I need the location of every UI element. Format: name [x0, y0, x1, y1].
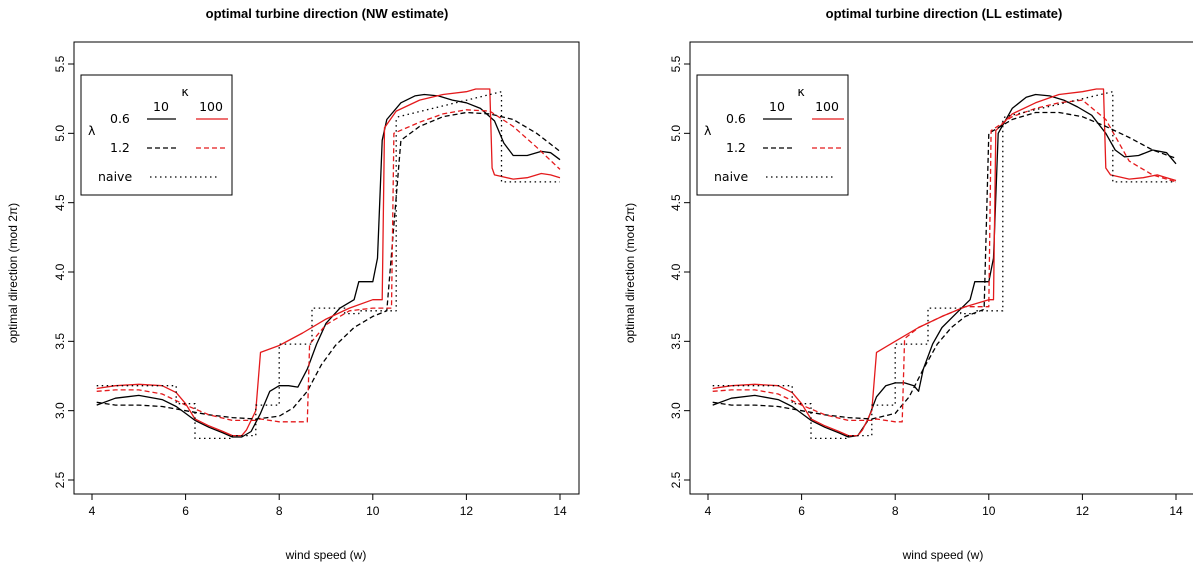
x-tick-label: 4 — [705, 504, 712, 518]
x-tick-label: 10 — [366, 504, 380, 518]
legend-kappa-100: 100 — [815, 99, 839, 114]
chart-panel-ll: optimal turbine direction (LL estimate) … — [623, 6, 1193, 562]
legend-row-1.2: 1.2 — [726, 140, 746, 155]
x-tick-label: 14 — [1169, 504, 1183, 518]
legend-kappa-10: 10 — [769, 99, 785, 114]
x-axis-label: wind speed (w) — [902, 548, 984, 562]
plot-frame — [73, 41, 580, 495]
x-tick-label: 8 — [892, 504, 899, 518]
series-line-l06_k10 — [712, 93, 1177, 438]
y-tick-label: 4.5 — [669, 194, 683, 211]
legend-box — [80, 74, 233, 196]
legend-row-0.6: 0.6 — [110, 111, 130, 126]
legend-lambda-symbol: λ — [704, 123, 712, 138]
series-line-l06_k100 — [712, 88, 1177, 437]
legend-kappa-symbol: κ — [181, 84, 189, 99]
legend-row-naive: naive — [98, 169, 132, 184]
y-tick-label: 3.5 — [669, 333, 683, 350]
legend-row-0.6: 0.6 — [726, 111, 746, 126]
y-tick-label: 4.5 — [53, 194, 67, 211]
y-tick-label: 5.5 — [669, 55, 683, 72]
x-tick-label: 8 — [276, 504, 283, 518]
plot-area — [712, 88, 1177, 440]
y-axis: 2.5 3.0 3.5 4.0 4.5 5.0 5.5 — [669, 55, 691, 488]
y-axis-label: optimal direction (mod 2π) — [6, 203, 20, 343]
legend-row-1.2: 1.2 — [110, 140, 130, 155]
legend-kappa-100: 100 — [199, 99, 223, 114]
legend-kappa-10: 10 — [153, 99, 169, 114]
y-tick-label: 3.5 — [53, 333, 67, 350]
x-tick-label: 10 — [982, 504, 996, 518]
x-axis-label: wind speed (w) — [285, 548, 367, 562]
y-tick-label: 3.0 — [53, 402, 67, 419]
x-tick-label: 12 — [460, 504, 474, 518]
y-tick-label: 2.5 — [53, 471, 67, 488]
series-line-l12_k10 — [712, 111, 1177, 420]
y-axis: 2.5 3.0 3.5 4.0 4.5 5.0 5.5 — [53, 55, 75, 488]
series-line-l12_k100 — [712, 99, 1177, 423]
y-axis-label: optimal direction (mod 2π) — [623, 203, 637, 343]
x-axis: 4 6 8 10 12 14 — [705, 493, 1183, 518]
y-tick-label: 5.5 — [53, 55, 67, 72]
x-tick-label: 12 — [1076, 504, 1090, 518]
legend-kappa-symbol: κ — [797, 84, 805, 99]
y-tick-label: 3.0 — [669, 402, 683, 419]
y-tick-label: 5.0 — [53, 125, 67, 142]
chart-panel-nw: optimal turbine direction (NW estimate) … — [6, 6, 580, 562]
legend: κ 10 100 λ 0.6 1.2 naive — [696, 74, 849, 196]
x-tick-label: 6 — [182, 504, 189, 518]
legend-row-naive: naive — [714, 169, 748, 184]
y-tick-label: 4.0 — [53, 263, 67, 280]
y-tick-label: 2.5 — [669, 471, 683, 488]
x-tick-label: 14 — [553, 504, 567, 518]
legend-box — [696, 74, 849, 196]
plot-frame — [689, 41, 1193, 495]
series-line-l12_k10 — [96, 111, 561, 420]
y-tick-label: 4.0 — [669, 263, 683, 280]
chart-title: optimal turbine direction (NW estimate) — [206, 6, 449, 21]
y-tick-label: 5.0 — [669, 125, 683, 142]
x-axis: 4 6 8 10 12 14 — [89, 493, 567, 518]
legend-lambda-symbol: λ — [88, 123, 96, 138]
legend: κ 10 100 λ 0.6 1.2 naive — [80, 74, 233, 196]
x-tick-label: 6 — [798, 504, 805, 518]
chart-title: optimal turbine direction (LL estimate) — [826, 6, 1063, 21]
series-line-l06_k100 — [96, 88, 561, 437]
series-line-l12_k100 — [96, 109, 561, 423]
plot-area — [96, 88, 561, 440]
x-tick-label: 4 — [89, 504, 96, 518]
